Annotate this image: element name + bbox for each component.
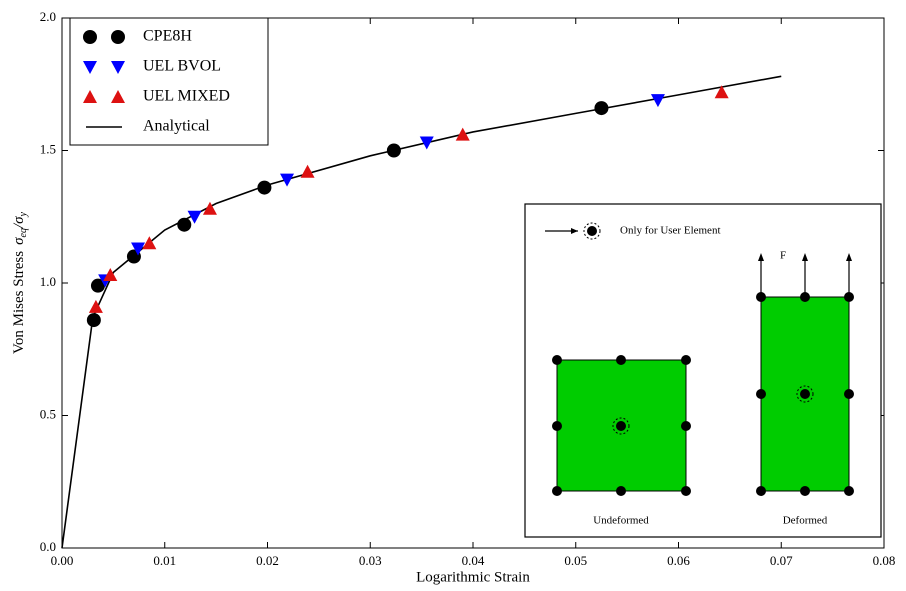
point (131, 242, 146, 256)
point (300, 164, 315, 178)
y-label-math: y (18, 211, 29, 217)
caption: Undeformed (593, 515, 649, 527)
x-tick-label: 0.00 (51, 553, 74, 568)
point (257, 180, 272, 195)
nodes (552, 292, 854, 496)
x-tick-label: 0.02 (256, 553, 279, 568)
x-tick-label: 0.06 (667, 553, 690, 568)
y-tick-label: 0.5 (40, 406, 56, 421)
point (90, 278, 105, 293)
legend-label: Analytical (143, 118, 210, 135)
legend-swatch (83, 30, 97, 44)
point (187, 210, 202, 224)
node-ring (583, 222, 601, 240)
point (419, 136, 434, 150)
x-tick-label: 0.05 (564, 553, 587, 568)
x-axis-label: Logarithmic Strain (416, 569, 530, 585)
legend-swatch (111, 90, 125, 103)
point (177, 217, 192, 232)
y-tick-label: 0.0 (40, 539, 56, 554)
point (86, 313, 101, 328)
x-tick-label: 0.01 (153, 553, 176, 568)
point (202, 201, 217, 215)
point (386, 143, 401, 158)
legend-label: UEL BVOL (143, 58, 221, 75)
node-ring (796, 385, 814, 403)
y-axis-label: Von Mises Stress σeq/σy (11, 211, 29, 354)
legend-box (69, 17, 269, 146)
point (103, 268, 118, 282)
y-label-math: σ (11, 237, 27, 245)
point (650, 94, 665, 108)
legend-swatch (83, 61, 97, 74)
y-label-text: Von Mises Stress (11, 251, 27, 354)
y-tick-label: 1.5 (40, 141, 56, 156)
point (594, 101, 609, 116)
point (142, 236, 157, 250)
inset-diagram: Only for User Element F Undeformed Defor… (524, 203, 882, 538)
point (455, 127, 470, 141)
node (587, 226, 597, 236)
y-label-math: /σ (11, 216, 27, 229)
x-tick-label: 0.03 (359, 553, 382, 568)
y-tick-label: 1.0 (40, 274, 56, 289)
legend-swatch (111, 30, 125, 44)
x-tick-label: 0.04 (462, 553, 485, 568)
y-label-math: eq (18, 228, 29, 237)
force-arrows (760, 258, 850, 297)
y-tick-label: 2.0 (40, 9, 56, 24)
force-label: F (780, 250, 786, 262)
caption: Deformed (783, 515, 828, 527)
arrow-head (571, 228, 578, 234)
legend-swatch (83, 90, 97, 103)
inset-note: Only for User Element (620, 225, 721, 237)
point (280, 173, 295, 187)
x-tick-label: 0.07 (770, 553, 793, 568)
legend-label: CPE8H (143, 28, 192, 45)
legend-label: UEL MIXED (143, 88, 230, 105)
legend-swatch (111, 61, 125, 74)
node-ring (612, 417, 630, 435)
force-arrow-heads (758, 253, 852, 261)
point (88, 299, 103, 313)
point (714, 85, 729, 99)
x-tick-label: 0.08 (873, 553, 896, 568)
